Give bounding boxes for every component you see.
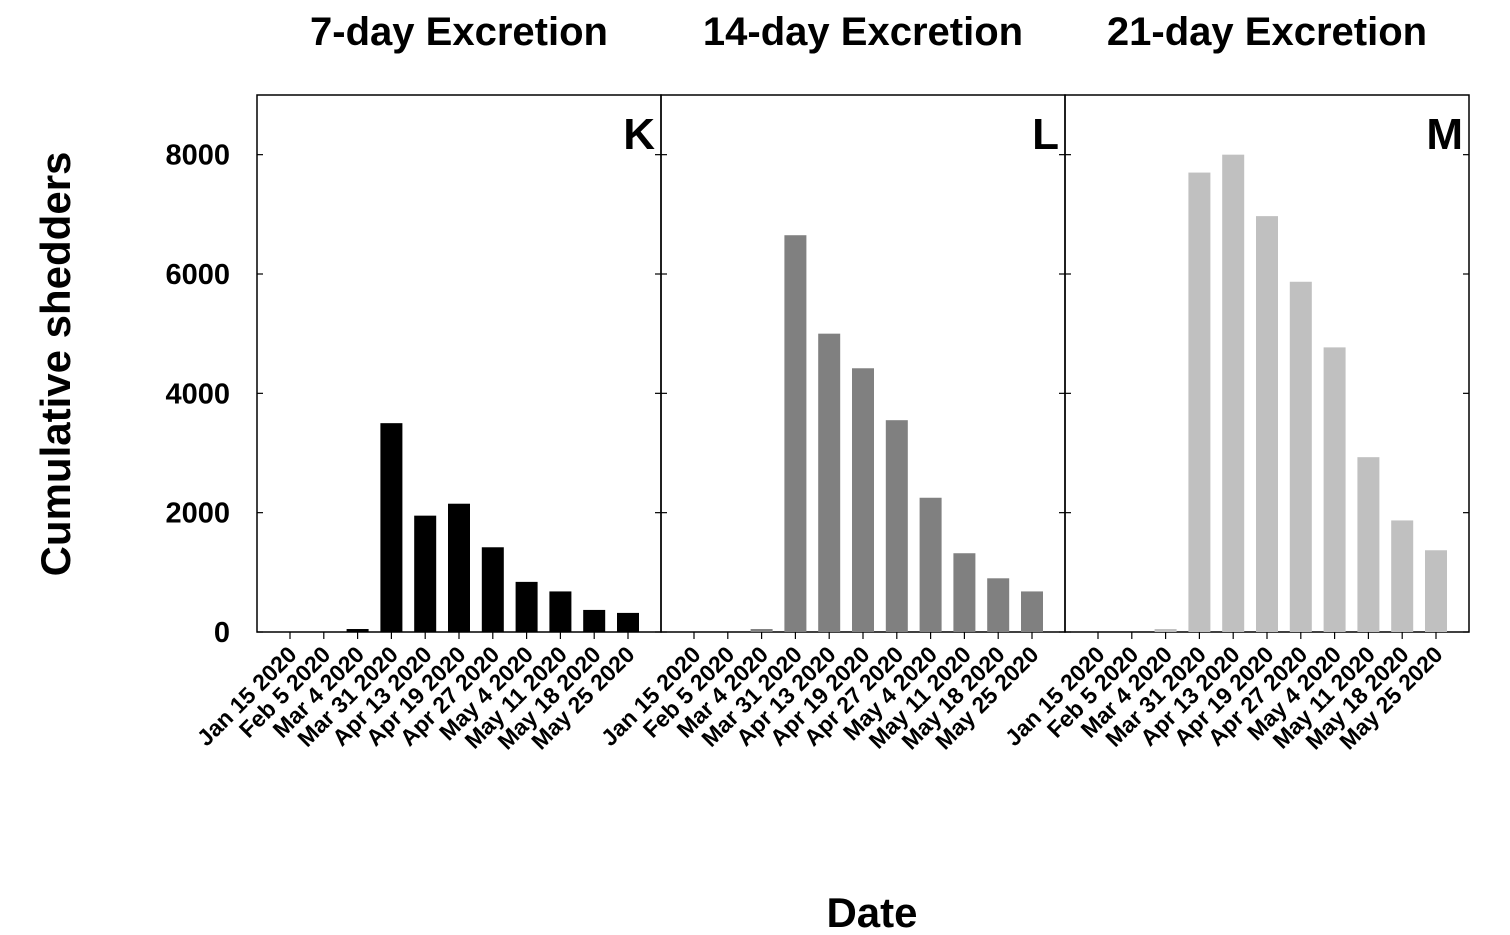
- bar: [617, 612, 639, 632]
- panel-letter: M: [1426, 110, 1463, 159]
- panel-title: 21-day Excretion: [1107, 10, 1427, 54]
- bar: [987, 578, 1010, 632]
- bar: [515, 581, 538, 632]
- bar: [750, 629, 773, 632]
- panel-letter: K: [623, 110, 655, 159]
- bar: [784, 235, 807, 632]
- y-tick-label: 6000: [165, 259, 230, 291]
- bar: [919, 497, 942, 632]
- bar: [1256, 216, 1278, 632]
- panel-title: 7-day Excretion: [310, 10, 608, 54]
- bar: [1154, 629, 1177, 632]
- panel-title: 14-day Excretion: [703, 10, 1023, 54]
- bar: [414, 515, 437, 632]
- bar: [380, 423, 403, 632]
- y-tick-label: 2000: [165, 498, 230, 530]
- y-axis-label: Cumulative shedders: [32, 152, 79, 577]
- bar: [885, 420, 908, 632]
- bar: [346, 629, 369, 632]
- y-tick-label: 4000: [165, 378, 230, 410]
- bar: [1357, 457, 1380, 632]
- y-tick-label: 8000: [165, 140, 230, 172]
- bar: [1323, 347, 1346, 632]
- bar: [583, 609, 606, 632]
- x-axis-label: Date: [826, 889, 917, 935]
- y-tick-label: 0: [214, 617, 230, 649]
- bar: [481, 547, 504, 632]
- bar: [1289, 281, 1312, 632]
- bar: [1222, 154, 1245, 632]
- bar: [549, 591, 572, 632]
- panel-letter: L: [1032, 110, 1059, 159]
- bar: [818, 333, 841, 632]
- bar: [1021, 591, 1043, 632]
- bar: [1188, 172, 1211, 633]
- bar: [953, 553, 976, 632]
- bar: [1425, 550, 1447, 632]
- bar: [852, 368, 874, 632]
- bar: [1391, 520, 1414, 632]
- bar: [448, 503, 470, 632]
